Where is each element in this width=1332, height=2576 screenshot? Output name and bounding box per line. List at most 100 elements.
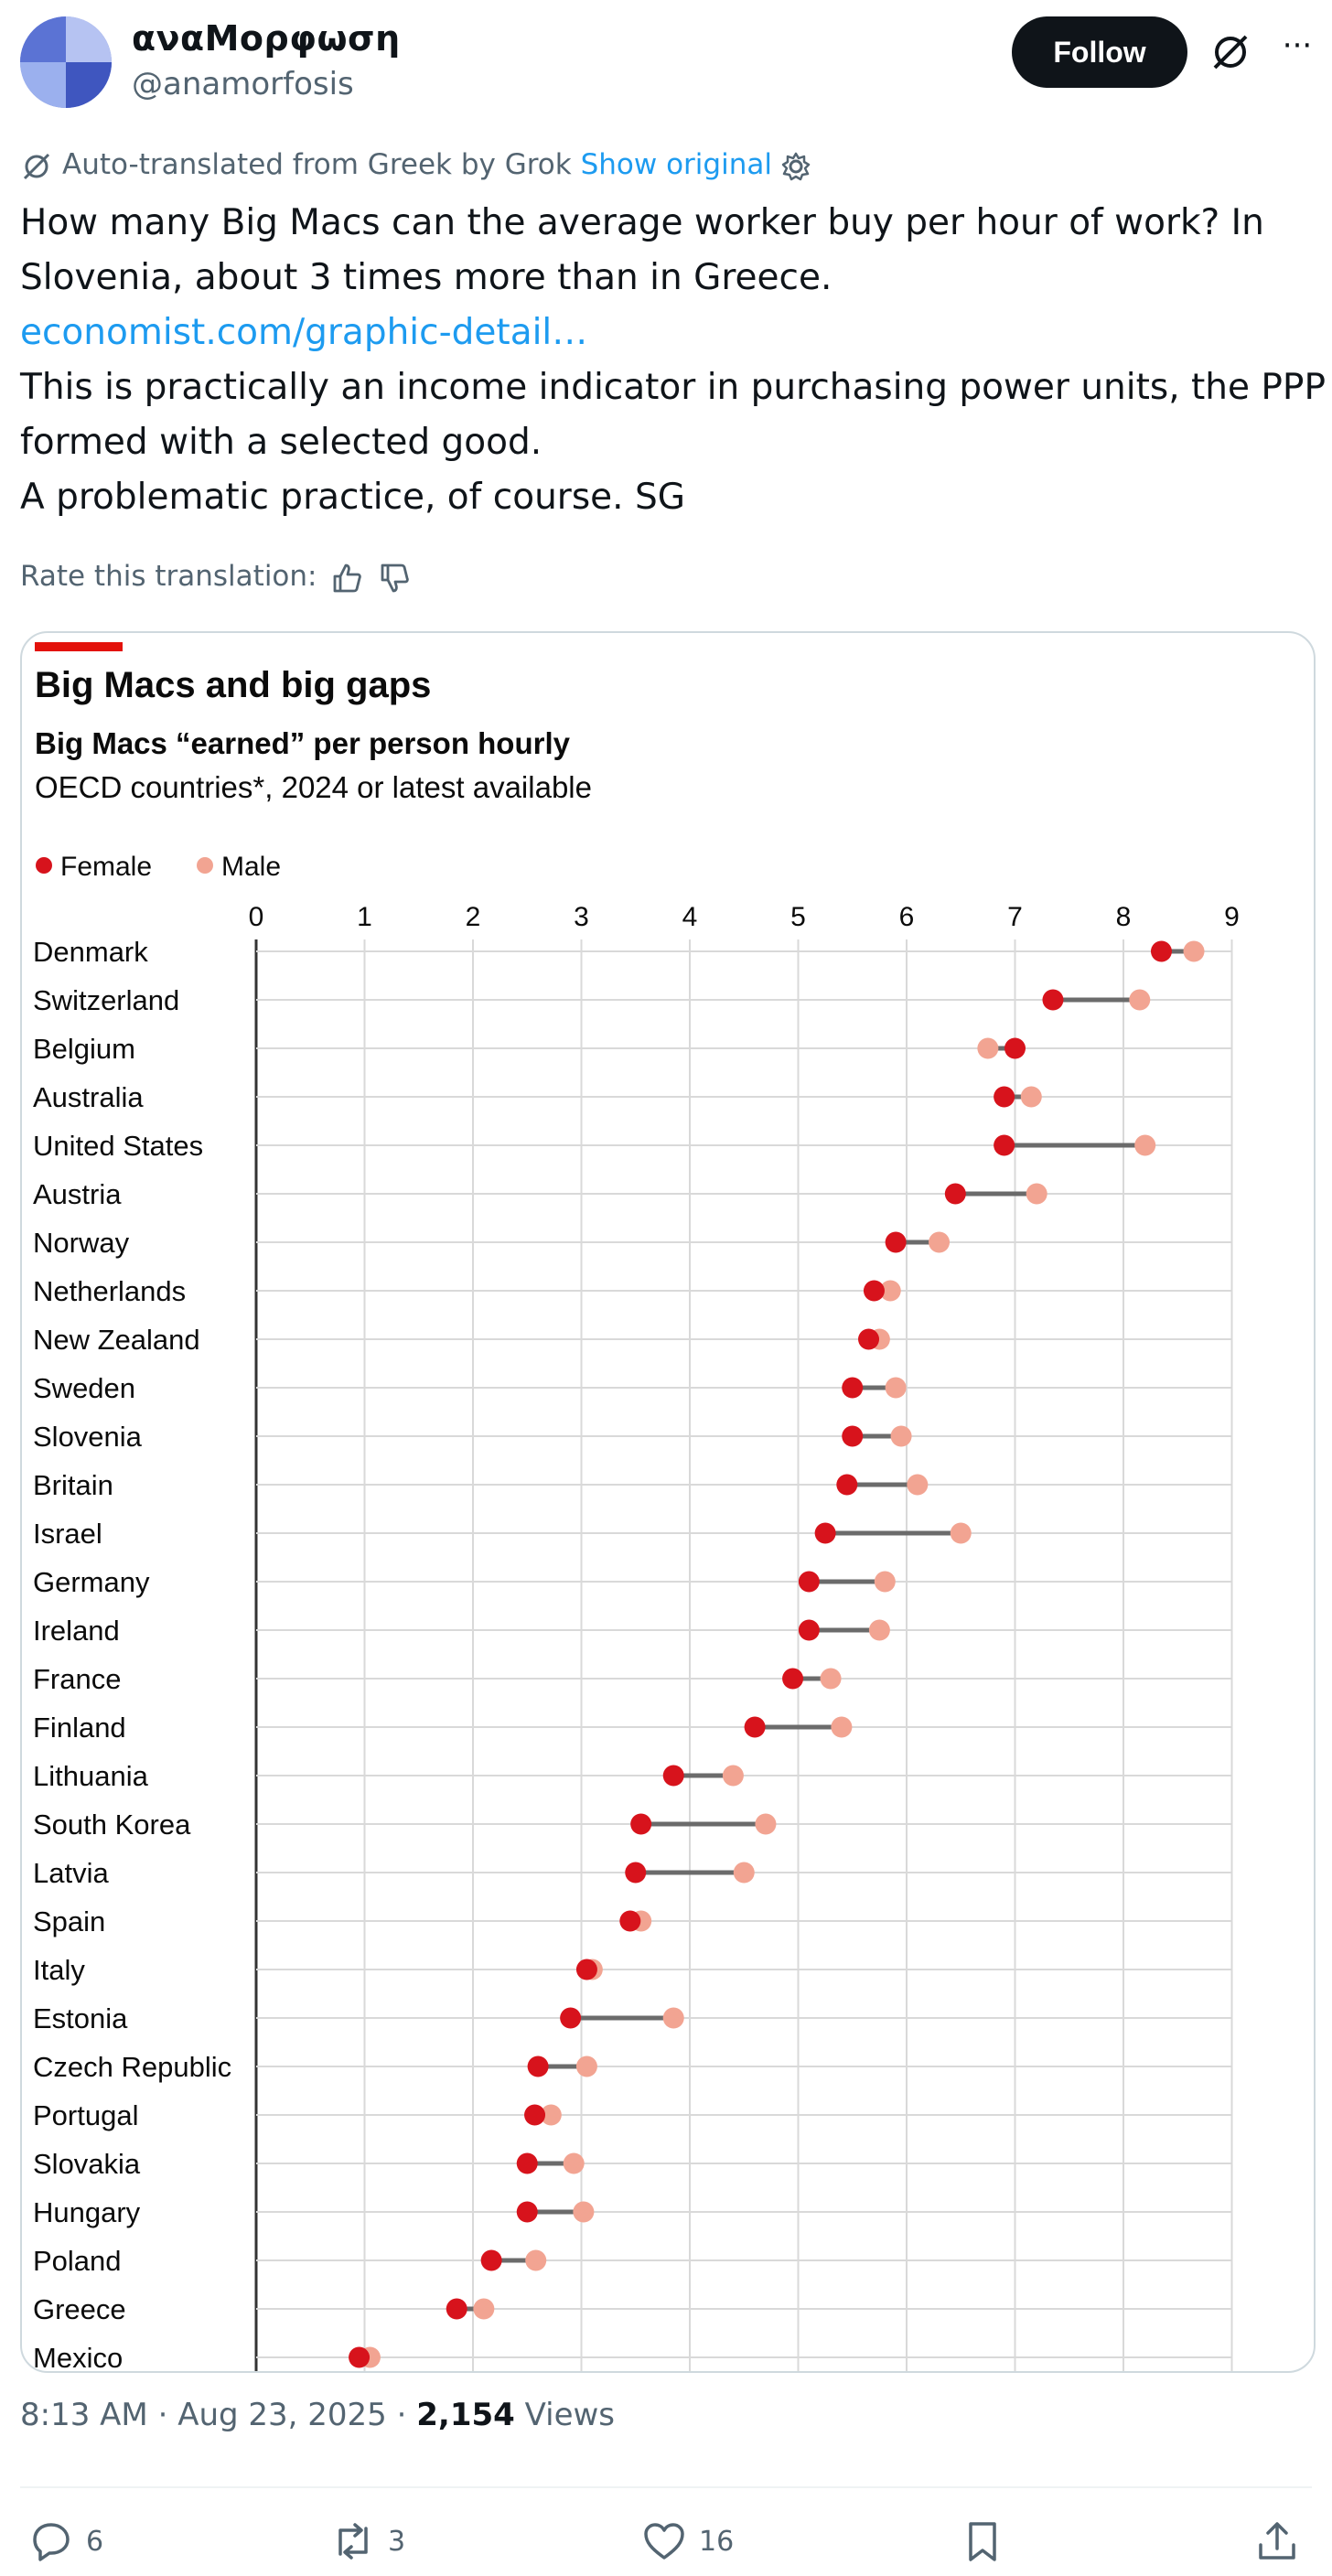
male-dot [977, 1037, 999, 1059]
category-label: Hungary [33, 2196, 141, 2228]
views-count: 2,154 [416, 2397, 515, 2433]
share-button[interactable] [1255, 2516, 1312, 2567]
male-dot [722, 1765, 744, 1787]
grok-icon[interactable] [1209, 31, 1251, 73]
heart-icon [644, 2523, 684, 2560]
grok-small-icon [20, 150, 53, 183]
category-label: Italy [33, 1954, 85, 1986]
male-dot [1020, 1086, 1042, 1108]
female-dot [575, 1959, 597, 1980]
reply-count: 6 [86, 2525, 104, 2558]
x-tick-label: 5 [790, 902, 806, 932]
male-dot [885, 1377, 907, 1399]
show-original-link[interactable]: Show original [580, 148, 772, 181]
female-dot [1004, 1037, 1026, 1059]
author-name[interactable]: αναΜορφωση [132, 18, 401, 59]
x-tick-label: 3 [574, 902, 589, 932]
rate-label: Rate this translation: [20, 560, 317, 593]
x-tick-label: 9 [1224, 902, 1240, 932]
male-dot [874, 1571, 896, 1593]
repost-icon [338, 2523, 368, 2560]
male-dot [733, 1862, 755, 1884]
male-dot [879, 1280, 901, 1302]
divider [20, 2486, 1312, 2488]
category-label: Sweden [33, 1372, 135, 1404]
category-label: Latvia [33, 1857, 109, 1889]
category-label: Greece [33, 2293, 126, 2325]
female-dot [836, 1474, 858, 1496]
chart-card[interactable]: Big Macs and big gaps Big Macs “earned” … [20, 631, 1316, 2373]
male-dot [563, 2152, 585, 2174]
category-label: Slovenia [33, 1421, 143, 1453]
male-dot [1183, 940, 1205, 962]
gear-icon[interactable] [779, 150, 812, 183]
male-dot [820, 1668, 842, 1690]
female-dot [744, 1716, 766, 1738]
article-link[interactable]: economist.com/graphic-detail… [20, 312, 588, 353]
female-dot [798, 1619, 820, 1641]
tweet-line: Slovenia, about 3 times more than in Gre… [20, 257, 832, 298]
bookmark-button[interactable] [961, 2516, 1017, 2567]
category-label: United States [33, 1130, 203, 1162]
category-label: France [33, 1663, 121, 1695]
views-label: Views [524, 2397, 616, 2433]
tweet-line: formed with a selected good. [20, 422, 542, 463]
category-label: Netherlands [33, 1275, 186, 1307]
female-dot [516, 2201, 538, 2223]
avatar[interactable] [20, 16, 112, 108]
tweet-date[interactable]: Aug 23, 2025 [177, 2397, 387, 2433]
more-dots-icon[interactable]: ··· [1282, 27, 1313, 64]
meta-sep: · [157, 2397, 168, 2433]
repost-button[interactable]: 3 [331, 2516, 405, 2567]
x-tick-label: 7 [1007, 902, 1023, 932]
category-label: Germany [33, 1566, 150, 1598]
x-tick-label: 0 [249, 902, 264, 932]
category-label: Poland [33, 2245, 122, 2277]
category-label: Australia [33, 1081, 144, 1113]
reply-button[interactable]: 6 [29, 2516, 103, 2567]
category-label: Mexico [33, 2342, 123, 2371]
category-label: Israel [33, 1518, 102, 1550]
female-dot [1042, 989, 1064, 1011]
female-dot [630, 1813, 652, 1835]
female-dot [858, 1328, 880, 1350]
male-dot [1026, 1183, 1047, 1205]
chart-title: Big Macs and big gaps [35, 665, 431, 705]
category-label: Lithuania [33, 1760, 149, 1792]
category-label: Estonia [33, 2002, 128, 2034]
tweet-time[interactable]: 8:13 AM [20, 2397, 148, 2433]
like-count: 16 [699, 2525, 735, 2558]
author-handle[interactable]: @anamorfosis [132, 66, 354, 102]
legend-male-dot [197, 857, 213, 874]
like-button[interactable]: 16 [642, 2516, 734, 2567]
legend-male-label: Male [221, 852, 281, 882]
repost-count: 3 [388, 2525, 406, 2558]
female-dot [625, 1862, 647, 1884]
male-dot [950, 1522, 972, 1544]
translation-notice: Auto-translated from Greek by Grok Show … [20, 148, 812, 183]
male-dot [575, 2055, 597, 2077]
female-dot [814, 1522, 836, 1544]
bookmark-icon [969, 2522, 996, 2561]
male-dot [868, 1619, 890, 1641]
tweet-text: How many Big Macs can the average worker… [20, 196, 1326, 525]
female-dot [994, 1086, 1015, 1108]
male-dot [831, 1716, 853, 1738]
x-tick-label: 6 [899, 902, 915, 932]
female-dot [863, 1280, 885, 1302]
share-icon [1259, 2522, 1295, 2560]
x-tick-label: 4 [682, 902, 698, 932]
male-dot [1129, 989, 1151, 1011]
female-dot [349, 2346, 371, 2368]
legend-female-dot [36, 857, 52, 874]
thumbs-up-icon[interactable] [330, 561, 365, 596]
category-label: Slovakia [33, 2148, 141, 2180]
thumbs-down-icon[interactable] [378, 561, 413, 596]
male-dot [473, 2298, 495, 2320]
meta-sep: · [396, 2397, 407, 2433]
category-label: Czech Republic [33, 2051, 231, 2083]
follow-button[interactable]: Follow [1012, 16, 1187, 88]
female-dot [842, 1377, 864, 1399]
x-tick-label: 2 [466, 902, 481, 932]
accent-bar [35, 642, 123, 651]
